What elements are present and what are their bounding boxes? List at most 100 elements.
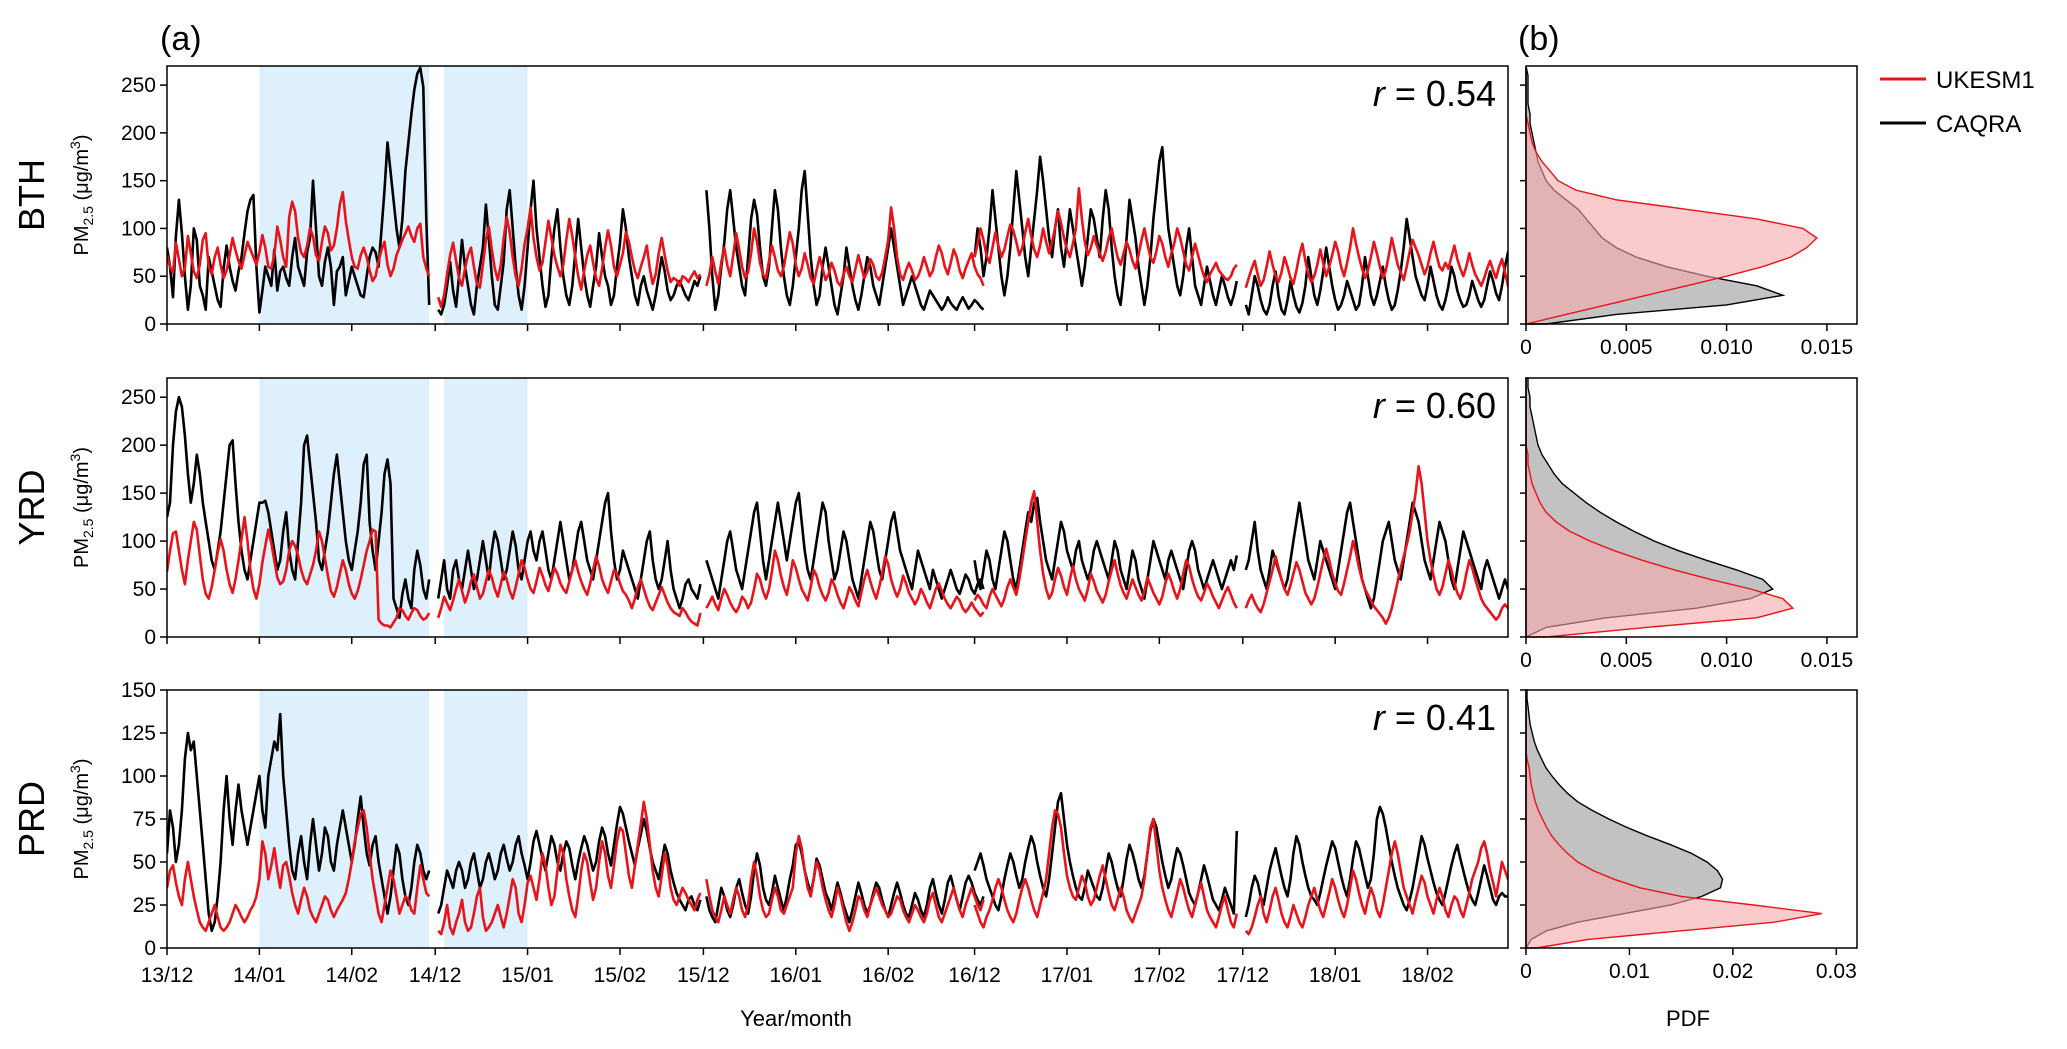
pdf-x-tick-label: 0.03	[1816, 960, 1857, 983]
x-tick-label: 17/01	[1041, 964, 1094, 987]
y-axis-title: PM2.5 (μg/m3)	[67, 758, 96, 879]
shaded-period	[444, 66, 528, 324]
series-line-ukesm1	[973, 187, 1238, 284]
correlation-value: = 0.41	[1395, 697, 1496, 738]
series-line-caqra	[167, 395, 431, 620]
legend-label-ukesm1: UKESM1	[1936, 67, 2035, 94]
x-tick-label: 18/02	[1401, 964, 1454, 987]
series-line-caqra	[436, 805, 702, 915]
series-line-ukesm1	[973, 809, 1239, 929]
series-line-ukesm1	[437, 800, 702, 936]
y-tick-label: 150	[121, 679, 156, 702]
pdf-panel-prd: 0 0.01 0.02 0.03	[1520, 689, 1858, 983]
y-tick-label: 0	[144, 937, 156, 960]
series-line-ukesm1	[1244, 840, 1508, 936]
y-tick-label: 50	[133, 578, 156, 601]
series-line-caqra	[973, 496, 1239, 600]
pdf-x-tick-label: 0.015	[1801, 336, 1854, 359]
y-tick-label: 250	[121, 386, 156, 409]
series-line-ukesm1	[436, 555, 702, 627]
shaded-period	[259, 378, 430, 637]
x-tick-label: 14/01	[233, 964, 286, 987]
region-label: PRD	[11, 781, 52, 857]
pdf-panel-yrd: 0 0.005 0.010 0.015	[1520, 377, 1858, 672]
x-axis-title: Year/month	[740, 1006, 852, 1031]
series-line-caqra	[973, 145, 1239, 307]
correlation-symbol: r	[1373, 385, 1395, 426]
y-tick-label: 50	[133, 851, 156, 874]
panel-bth: 0 50 100 150 200 250 r = 0.54 BTH PM2.5 (μg/m3) 0…	[11, 65, 1858, 359]
correlation-value: = 0.54	[1395, 73, 1496, 114]
series-line-caqra	[167, 66, 431, 314]
pdf-x-tick-label: 0	[1520, 336, 1532, 359]
y-tick-label: 250	[121, 74, 156, 97]
pdf-x-tick-label: 0	[1520, 649, 1532, 672]
series-line-caqra	[973, 791, 1239, 915]
pdf-axis-title: PDF	[1666, 1006, 1710, 1031]
y-axis-title-part: PM	[71, 226, 93, 256]
series-line-caqra	[1244, 501, 1508, 610]
x-tick-label: 17/12	[1216, 964, 1269, 987]
series-line-caqra	[705, 840, 985, 924]
x-tick-label: 13/12	[141, 964, 194, 987]
y-axis-title-part: (μg/m	[71, 461, 93, 518]
y-tick-label: 25	[133, 894, 156, 917]
x-tick-label: 17/02	[1133, 964, 1186, 987]
series-line-ukesm1	[705, 834, 985, 933]
axes-frame	[166, 65, 1509, 325]
y-axis-title: PM2.5 (μg/m3)	[67, 134, 96, 255]
y-axis-title-part: )	[71, 758, 93, 765]
y-axis-title-part: (μg/m	[71, 149, 93, 206]
y-tick-label: 200	[121, 122, 156, 145]
x-tick-label: 16/01	[769, 964, 822, 987]
region-label: BTH	[11, 159, 52, 231]
pdf-x-tick-label: 0.02	[1712, 960, 1753, 983]
pdf-x-tick-label: 0.005	[1600, 649, 1653, 672]
series-line-caqra	[705, 491, 985, 600]
pdf-x-tick-label: 0.015	[1801, 649, 1854, 672]
panel-prd: 0 25 50 75 100 125 150 13/12 14/01 14/02 14/12 15/0…	[11, 679, 1858, 987]
pdf-x-tick-label: 0.010	[1700, 336, 1753, 359]
pdf-x-tick-label: 0.01	[1609, 960, 1650, 983]
y-axis-title-part: 3	[67, 141, 83, 149]
series-group	[167, 66, 1508, 316]
y-tick-label: 100	[121, 530, 156, 553]
correlation-label: r = 0.41	[1373, 697, 1496, 738]
pdf-frame	[1525, 65, 1858, 325]
series-line-ukesm1	[973, 489, 1238, 610]
x-tick-label: 15/12	[677, 964, 730, 987]
pdf-area-ukesm1	[1525, 66, 1819, 325]
x-tick-label: 14/02	[325, 964, 378, 987]
series-group	[167, 395, 1508, 629]
panel-a-label: (a)	[160, 20, 202, 58]
y-axis-title-part: (μg/m	[71, 773, 93, 830]
y-tick-label: 100	[121, 765, 156, 788]
x-tick-label: 15/02	[594, 964, 647, 987]
panel-yrd: 0 50 100 150 200 250 r = 0.60 YRD PM2.5 (μg/m3) 0…	[11, 377, 1858, 672]
correlation-value: = 0.60	[1395, 385, 1496, 426]
pdf-frame	[1525, 377, 1858, 638]
pdf-x-tick-label: 0	[1520, 960, 1532, 983]
y-tick-label: 125	[121, 722, 156, 745]
shaded-period	[444, 690, 528, 948]
legend: UKESM1 CAQRA	[1880, 67, 2035, 138]
y-tick-label: 50	[133, 265, 156, 288]
y-tick-label: 150	[121, 170, 156, 193]
series-line-ukesm1	[167, 515, 431, 629]
pdf-x-tick-label: 0.010	[1700, 649, 1753, 672]
panel-b-label: (b)	[1518, 20, 1560, 58]
y-axis-title-part: )	[71, 134, 93, 141]
y-tick-label: 150	[121, 482, 156, 505]
x-tick-label: 16/12	[948, 964, 1001, 987]
pdf-x-tick-label: 0.005	[1600, 336, 1653, 359]
y-axis-title-part: 3	[67, 765, 83, 773]
legend-label-caqra: CAQRA	[1936, 111, 2021, 138]
correlation-symbol: r	[1373, 73, 1395, 114]
y-tick-label: 75	[133, 808, 156, 831]
correlation-label: r = 0.60	[1373, 385, 1496, 426]
series-line-ukesm1	[167, 809, 431, 933]
x-tick-label: 14/12	[409, 964, 462, 987]
